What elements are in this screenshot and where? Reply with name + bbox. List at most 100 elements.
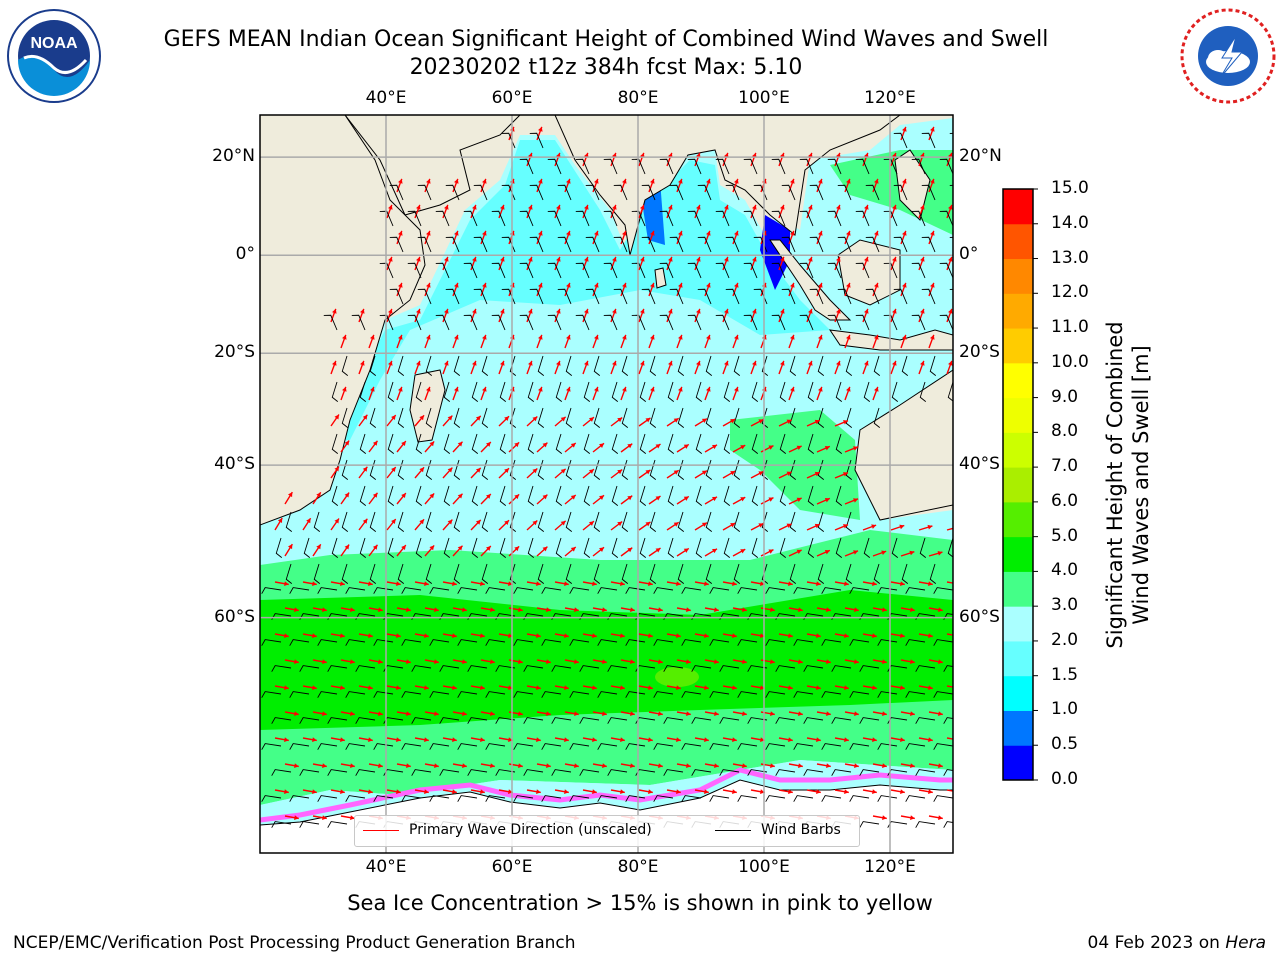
wind-barb xyxy=(859,821,880,828)
wind-barb xyxy=(369,407,377,428)
wind-barb xyxy=(501,288,516,305)
lon-tick-top-120: 120°E xyxy=(864,88,916,108)
wave-arrow-head xyxy=(706,386,711,392)
wind-barb xyxy=(677,407,685,428)
wind-barb xyxy=(737,691,758,698)
wind-barb xyxy=(397,511,405,532)
wave-arrow xyxy=(957,127,962,140)
wind-barb xyxy=(541,587,562,594)
land-australia xyxy=(854,369,953,521)
wave-arrow-head xyxy=(536,789,541,795)
wave-arrow-head xyxy=(560,520,566,526)
wave-arrow-head xyxy=(528,204,533,210)
wind-barb xyxy=(369,511,377,532)
wind-barb xyxy=(809,288,824,305)
wind-barb xyxy=(837,288,852,305)
wave-arrow-head xyxy=(504,468,510,473)
wind-barb xyxy=(905,743,926,750)
wave-arrow-head xyxy=(768,445,774,450)
wave-arrow-head xyxy=(566,230,571,236)
wave-arrow-head xyxy=(504,520,510,525)
wave-arrow-head xyxy=(714,763,719,769)
wind-barb xyxy=(611,537,619,558)
legend-line-red xyxy=(363,829,399,831)
wave-arrow-head xyxy=(683,548,689,553)
wave-arrow-head xyxy=(650,386,655,392)
wind-barb xyxy=(323,314,338,331)
wind-barb xyxy=(877,691,898,698)
wind-barb xyxy=(743,158,758,175)
wind-barb xyxy=(765,743,786,750)
wave-arrow-head xyxy=(556,360,561,366)
wave-arrow-head xyxy=(627,547,633,553)
wave-arrow-head xyxy=(928,633,933,639)
wave-arrow-head xyxy=(532,520,538,526)
wind-barb xyxy=(379,314,394,331)
wind-barb xyxy=(417,236,432,253)
wind-barb xyxy=(639,485,647,506)
wind-barb xyxy=(519,210,534,227)
wind-barb xyxy=(351,314,366,331)
wind-barb xyxy=(933,639,953,646)
wave-arrow-head xyxy=(930,230,935,236)
wind-barb xyxy=(499,485,507,506)
wave-arrow-head xyxy=(424,633,429,639)
wind-barb xyxy=(835,537,843,558)
wind-barb xyxy=(541,639,562,646)
wave-arrow-head xyxy=(650,178,655,184)
wind-barb xyxy=(485,743,506,750)
wave-arrow-head xyxy=(588,521,594,526)
wind-barb xyxy=(873,563,881,584)
wind-barb xyxy=(845,407,853,428)
wave-arrow-head xyxy=(490,607,495,613)
wind-barb xyxy=(725,288,740,305)
wind-barb xyxy=(831,769,852,776)
wind-barb xyxy=(901,355,909,376)
wave-arrow-head xyxy=(706,282,711,288)
wave-arrow-head xyxy=(322,711,327,717)
wave-arrow-head xyxy=(808,360,813,366)
wind-barb xyxy=(863,537,871,558)
wave-arrow-head xyxy=(546,763,551,769)
wave-arrow-head xyxy=(892,360,897,366)
wind-barb xyxy=(569,587,590,594)
footer-machine: Hera xyxy=(1225,933,1266,953)
wave-arrow-head xyxy=(846,334,851,340)
wave-arrow-head xyxy=(948,204,953,210)
wave-arrow-head xyxy=(920,204,925,210)
wind-barb xyxy=(527,381,535,402)
wave-arrow-head xyxy=(340,685,345,691)
wave-arrow-head xyxy=(650,334,655,340)
wave-arrow-head xyxy=(612,256,617,262)
wind-barb xyxy=(807,381,815,402)
wind-barb xyxy=(943,821,953,828)
wind-barb xyxy=(771,158,786,175)
wave-arrow-head xyxy=(486,494,491,499)
wave-arrow-head xyxy=(853,498,859,503)
wave-arrow-head xyxy=(518,763,523,769)
wind-barb xyxy=(547,210,562,227)
wave-arrow-head xyxy=(696,308,701,314)
wind-barb xyxy=(501,132,516,149)
wave-arrow-head xyxy=(956,525,961,530)
wind-barb xyxy=(751,485,759,506)
wave-arrow-head xyxy=(360,308,365,314)
wind-barb xyxy=(887,717,908,724)
wave-arrow-head xyxy=(546,659,551,665)
wave-arrow-head xyxy=(768,549,774,554)
wind-barb xyxy=(261,743,282,750)
wind-barb xyxy=(495,717,516,724)
wind-barb xyxy=(781,236,796,253)
wind-barb xyxy=(887,821,908,828)
wind-barb xyxy=(641,288,656,305)
wave-arrow-head xyxy=(676,685,681,691)
noaa-logo: NOAA xyxy=(7,9,101,103)
wind-barb xyxy=(911,158,926,175)
wind-barb xyxy=(709,795,730,802)
wave-arrow-head xyxy=(574,711,579,717)
wave-arrow-head xyxy=(447,415,453,421)
wave-arrow-head xyxy=(956,685,961,690)
wind-barb xyxy=(439,665,460,672)
wave-arrow-head xyxy=(574,763,579,769)
wind-barb xyxy=(473,288,488,305)
